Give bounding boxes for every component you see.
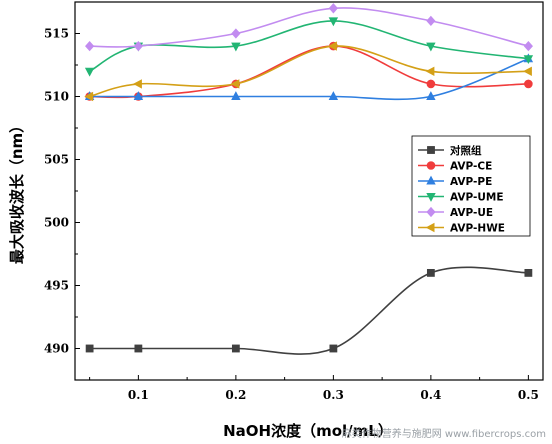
data-point — [328, 91, 339, 100]
data-point — [328, 3, 338, 14]
legend-label: AVP-HWE — [450, 223, 505, 235]
series-5 — [84, 41, 532, 102]
data-point — [85, 40, 95, 52]
data-point — [523, 55, 534, 65]
series-line — [89, 45, 529, 99]
legend-label: AVP-UME — [450, 192, 504, 204]
x-tick-label: 0.3 — [323, 388, 344, 402]
data-point — [84, 91, 94, 102]
data-point — [231, 91, 241, 100]
data-point — [426, 91, 436, 100]
data-point — [85, 344, 94, 353]
data-point — [328, 17, 339, 27]
series-0 — [85, 266, 533, 355]
y-tick-label: 495 — [44, 279, 69, 293]
legend-marker — [426, 161, 436, 170]
data-point — [231, 42, 241, 52]
y-axis: 490 495 500 505 510 515 — [44, 27, 80, 356]
x-axis: 0.1 0.2 0.3 0.4 0.5 — [89, 375, 539, 402]
x-tick-label: 0.5 — [518, 388, 539, 402]
x-axis-title: NaOH浓度（mol/mL） — [223, 422, 393, 440]
series-line — [89, 266, 529, 355]
data-point — [328, 41, 337, 51]
data-point — [230, 79, 240, 89]
series-line — [89, 57, 529, 101]
x-tick-label: 0.1 — [128, 388, 149, 402]
data-point — [425, 66, 435, 76]
data-point — [426, 42, 436, 52]
x-tick-label: 0.4 — [420, 388, 441, 402]
y-axis-title: 最大吸收波长（nm） — [8, 118, 26, 264]
series-line — [89, 7, 529, 48]
data-point — [426, 79, 436, 89]
data-point — [524, 79, 533, 89]
legend-marker — [427, 146, 435, 154]
series-3 — [84, 17, 534, 77]
legend-marker — [426, 193, 436, 202]
legend-marker — [425, 222, 435, 233]
y-tick-label: 505 — [44, 153, 69, 167]
data-point — [134, 344, 143, 353]
legend-label: AVP-CE — [450, 161, 492, 173]
data-point — [524, 268, 533, 277]
series-2 — [84, 53, 534, 101]
data-point — [231, 344, 240, 353]
data-point — [523, 66, 532, 76]
data-point — [426, 268, 435, 277]
y-tick-label: 510 — [44, 90, 69, 104]
y-tick-label: 515 — [44, 27, 69, 41]
data-point — [523, 40, 533, 52]
data-point — [133, 79, 142, 89]
legend-label: AVP-UE — [450, 207, 493, 219]
data-point — [329, 344, 338, 353]
legend: 对照组 AVP-CE AVP-PE AVP-UME AVP-UE AVP-HWE — [411, 135, 531, 237]
legend-label: AVP-PE — [450, 176, 492, 188]
series-layer — [84, 3, 534, 355]
x-tick-label: 0.2 — [225, 388, 246, 402]
y-tick-label: 490 — [44, 342, 69, 356]
series-line — [89, 45, 529, 98]
data-point — [231, 28, 241, 39]
legend-marker — [426, 175, 436, 185]
watermark: 麻类作物营养与施肥网 www.fibercrops.com — [341, 429, 546, 440]
data-point — [426, 15, 436, 27]
y-tick-label: 500 — [44, 216, 69, 230]
data-point — [84, 67, 95, 77]
data-point — [133, 91, 144, 100]
legend-marker — [426, 206, 436, 218]
legend-label: 对照组 — [450, 144, 482, 157]
data-point — [133, 40, 143, 52]
series-4 — [85, 3, 533, 52]
